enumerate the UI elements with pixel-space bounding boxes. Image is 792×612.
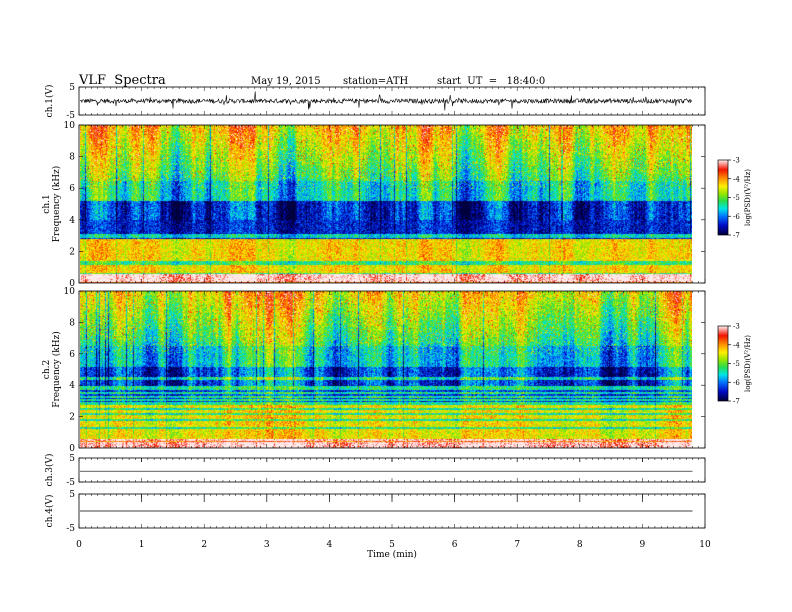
x-tick-label: 8	[577, 540, 583, 550]
x-tick-label: 5	[389, 540, 395, 550]
date-label: May 19, 2015	[251, 76, 321, 87]
colorbar-tick-label: -5	[733, 194, 740, 202]
y-axis-label: ch.3(V)	[44, 454, 55, 487]
spectrogram-image-ch2	[80, 291, 692, 448]
station-label: station=ATH	[343, 76, 409, 87]
y-tick-label: 5	[69, 454, 75, 464]
y-tick-label: 0	[69, 444, 75, 454]
x-tick-label: 9	[640, 540, 646, 550]
x-tick-label: 0	[76, 540, 82, 550]
x-tick-label: 6	[452, 540, 458, 550]
y-tick-label: 8	[69, 153, 75, 163]
y-tick-label: -5	[66, 524, 75, 534]
y-axis-label: ch.1	[42, 194, 52, 213]
y-tick-label: 4	[69, 216, 75, 226]
waveform-line-ch1	[79, 91, 693, 111]
x-tick-label: 1	[139, 540, 145, 550]
y-tick-label: 6	[69, 350, 75, 360]
x-tick-label: 7	[514, 540, 520, 550]
y-tick-label: 6	[69, 184, 75, 194]
y-tick-label: 4	[69, 381, 75, 391]
colorbar	[718, 326, 728, 401]
y-axis-label: Frequency (kHz)	[51, 331, 62, 408]
colorbar-tick-label: -7	[733, 398, 740, 406]
spectrogram-image-ch1	[80, 125, 692, 283]
colorbar-tick-label: -3	[733, 157, 740, 165]
colorbar-tick-label: -7	[733, 232, 740, 240]
x-tick-label: 10	[699, 540, 711, 550]
colorbar-tick-label: -6	[733, 213, 740, 221]
colorbar-tick-label: -3	[733, 323, 740, 331]
y-tick-label: 5	[69, 83, 75, 93]
colorbar-tick-label: -4	[733, 341, 740, 349]
colorbar-tick-label: -4	[733, 175, 740, 183]
colorbar-label: log(PSD)(V²/Hz)	[744, 335, 752, 392]
y-tick-label: 8	[69, 318, 75, 328]
y-tick-label: 10	[64, 287, 76, 297]
y-tick-label: 10	[64, 121, 76, 131]
y-tick-label: 2	[69, 413, 75, 423]
y-tick-label: 0	[69, 279, 75, 289]
y-tick-label: -5	[66, 111, 75, 121]
colorbar	[718, 160, 728, 235]
plot-title: VLF Spectra	[79, 73, 166, 88]
x-tick-label: 2	[201, 540, 207, 550]
colorbar-label: log(PSD)(V²/Hz)	[744, 169, 752, 226]
y-axis-label: ch.1(V)	[44, 85, 55, 118]
y-axis-label: Frequency (kHz)	[51, 166, 62, 243]
start-time-label: start UT = 18:40:0	[437, 76, 546, 87]
y-tick-label: 5	[69, 490, 75, 500]
colorbar-tick-label: -6	[733, 379, 740, 387]
x-tick-label: 3	[264, 540, 270, 550]
y-axis-label: ch.4(V)	[44, 495, 55, 528]
x-axis-label: Time (min)	[367, 549, 417, 560]
y-axis-label: ch.2	[42, 360, 52, 379]
colorbar-tick-label: -5	[733, 360, 740, 368]
y-tick-label: -5	[66, 478, 75, 488]
x-tick-label: 4	[327, 540, 333, 550]
y-tick-label: 2	[69, 247, 75, 257]
